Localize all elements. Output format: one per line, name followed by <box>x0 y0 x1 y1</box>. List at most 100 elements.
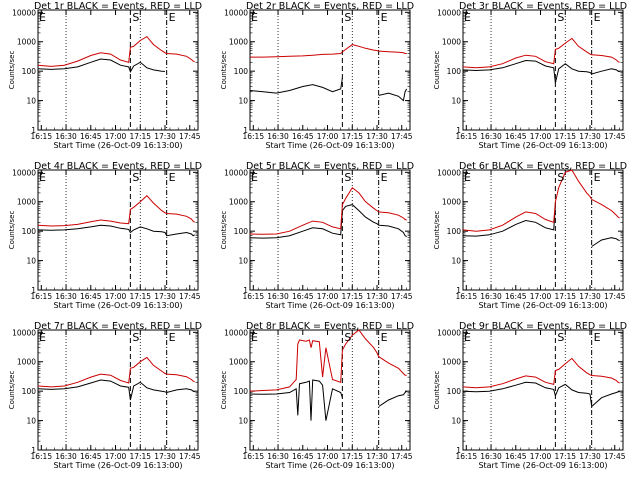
y-tick-label: 100 <box>447 387 462 396</box>
event-marker-label: S <box>132 11 139 24</box>
x-tick-label: 16:15 <box>242 132 264 141</box>
y-tick-label: 1000 <box>442 38 461 47</box>
x-tick-label: 17:00 <box>105 132 127 141</box>
x-tick-label: 16:15 <box>30 452 52 461</box>
y-tick-label: 1000 <box>229 358 248 367</box>
y-tick-label: 10 <box>26 97 36 106</box>
y-tick-label: 1 <box>456 286 461 295</box>
detector-panel-4: Det 4r BLACK = Events, RED = LLD 1 10 100 10… <box>8 161 202 310</box>
x-tick-label: 17:45 <box>391 452 413 461</box>
x-tick-label: 17:30 <box>154 452 176 461</box>
event-marker-label: E <box>169 11 176 24</box>
detector-panel-1: Det 1r BLACK = Events, RED = LLD 1 10 100 10… <box>8 1 202 150</box>
y-tick-label: 1000 <box>229 198 248 207</box>
panel-title: Det 9r BLACK = Events, RED = LLD <box>459 321 627 332</box>
events-series-line <box>37 58 166 74</box>
events-series-line <box>249 379 408 421</box>
event-marker-label: S <box>344 171 351 184</box>
event-marker-label: E <box>39 171 46 184</box>
x-axis-title: Start Time (26-Oct-09 16:13:00) <box>478 141 607 150</box>
y-tick-label: 10000 <box>224 8 248 17</box>
x-tick-label: 16:30 <box>267 292 289 301</box>
x-axis-title: Start Time (26-Oct-09 16:13:00) <box>265 301 394 310</box>
x-tick-label: 17:15 <box>554 132 576 141</box>
y-tick-label: 10 <box>451 257 461 266</box>
x-tick-label: 16:15 <box>30 132 52 141</box>
event-marker-label: E <box>251 171 258 184</box>
lld-series-line <box>37 194 195 227</box>
x-tick-label: 16:30 <box>267 132 289 141</box>
y-tick-label: 1 <box>243 126 248 135</box>
plot-frame <box>249 9 411 131</box>
panel-title: Det 7r BLACK = Events, RED = LLD <box>34 321 202 332</box>
x-tick-label: 17:00 <box>530 132 552 141</box>
detector-panel-6: Det 6r BLACK = Events, RED = LLD 1 10 100 10… <box>433 161 627 310</box>
y-tick-label: 100 <box>22 387 37 396</box>
panel-title: Det 3r BLACK = Events, RED = LLD <box>459 1 627 12</box>
y-tick-label: 10000 <box>437 168 461 177</box>
event-marker-label: E <box>169 171 176 184</box>
event-marker-label: E <box>464 331 471 344</box>
x-tick-label: 17:30 <box>366 292 388 301</box>
plot-frame <box>37 9 199 131</box>
x-axis-title: Start Time (26-Oct-09 16:13:00) <box>53 461 182 470</box>
x-axis-title: Start Time (26-Oct-09 16:13:00) <box>478 301 607 310</box>
x-tick-label: 17:45 <box>179 292 201 301</box>
x-tick-label: 17:30 <box>366 132 388 141</box>
event-marker-label: S <box>557 171 564 184</box>
x-tick-label: 16:45 <box>292 132 314 141</box>
x-axis-title: Start Time (26-Oct-09 16:13:00) <box>265 461 394 470</box>
events-series-line <box>249 204 407 239</box>
y-axis-title: Counts/sec <box>433 211 441 250</box>
x-tick-label: 17:00 <box>105 292 127 301</box>
x-tick-label: 17:00 <box>530 292 552 301</box>
event-marker-label: E <box>251 331 258 344</box>
plot-frame <box>249 169 411 291</box>
y-tick-label: 1 <box>243 446 248 455</box>
x-tick-label: 16:15 <box>242 292 264 301</box>
y-tick-label: 1 <box>31 286 36 295</box>
x-tick-label: 16:15 <box>30 292 52 301</box>
y-tick-label: 10000 <box>224 328 248 337</box>
x-axis-title: Start Time (26-Oct-09 16:13:00) <box>478 461 607 470</box>
detector-panel-9: Det 9r BLACK = Events, RED = LLD 1 10 100 10… <box>433 321 627 470</box>
events-series-line <box>37 224 195 237</box>
y-tick-label: 1 <box>456 446 461 455</box>
lld-series-line <box>37 35 195 67</box>
lld-series-line <box>249 329 407 392</box>
y-axis-title: Counts/sec <box>8 211 16 250</box>
x-tick-label: 16:15 <box>455 132 477 141</box>
x-tick-label: 16:45 <box>505 292 527 301</box>
x-tick-label: 17:45 <box>604 292 626 301</box>
y-tick-label: 100 <box>234 227 249 236</box>
event-marker-label: E <box>381 331 388 344</box>
x-tick-label: 16:30 <box>55 292 77 301</box>
event-marker-label: S <box>344 11 351 24</box>
x-tick-label: 17:30 <box>579 452 601 461</box>
x-tick-label: 17:45 <box>179 132 201 141</box>
x-tick-label: 17:15 <box>129 452 151 461</box>
x-tick-label: 17:15 <box>129 292 151 301</box>
event-marker-label: E <box>381 11 388 24</box>
x-tick-label: 17:15 <box>129 132 151 141</box>
panel-title: Det 4r BLACK = Events, RED = LLD <box>34 161 202 172</box>
x-tick-label: 16:45 <box>80 132 102 141</box>
x-tick-label: 17:15 <box>341 292 363 301</box>
lld-series-line <box>249 186 407 235</box>
y-tick-label: 1 <box>243 286 248 295</box>
lld-series-line <box>462 357 620 389</box>
event-marker-label: E <box>464 11 471 24</box>
x-tick-label: 17:15 <box>341 452 363 461</box>
panel-title: Det 5r BLACK = Events, RED = LLD <box>246 161 414 172</box>
event-marker-label: E <box>594 11 601 24</box>
x-tick-label: 17:00 <box>530 452 552 461</box>
x-tick-label: 16:15 <box>455 452 477 461</box>
y-tick-label: 1000 <box>229 38 248 47</box>
x-tick-label: 16:30 <box>480 292 502 301</box>
plot-frame <box>249 329 411 451</box>
x-tick-label: 16:15 <box>455 292 477 301</box>
x-tick-label: 16:30 <box>480 452 502 461</box>
x-tick-label: 17:00 <box>105 452 127 461</box>
y-tick-label: 1 <box>31 126 36 135</box>
y-tick-label: 10000 <box>12 328 36 337</box>
